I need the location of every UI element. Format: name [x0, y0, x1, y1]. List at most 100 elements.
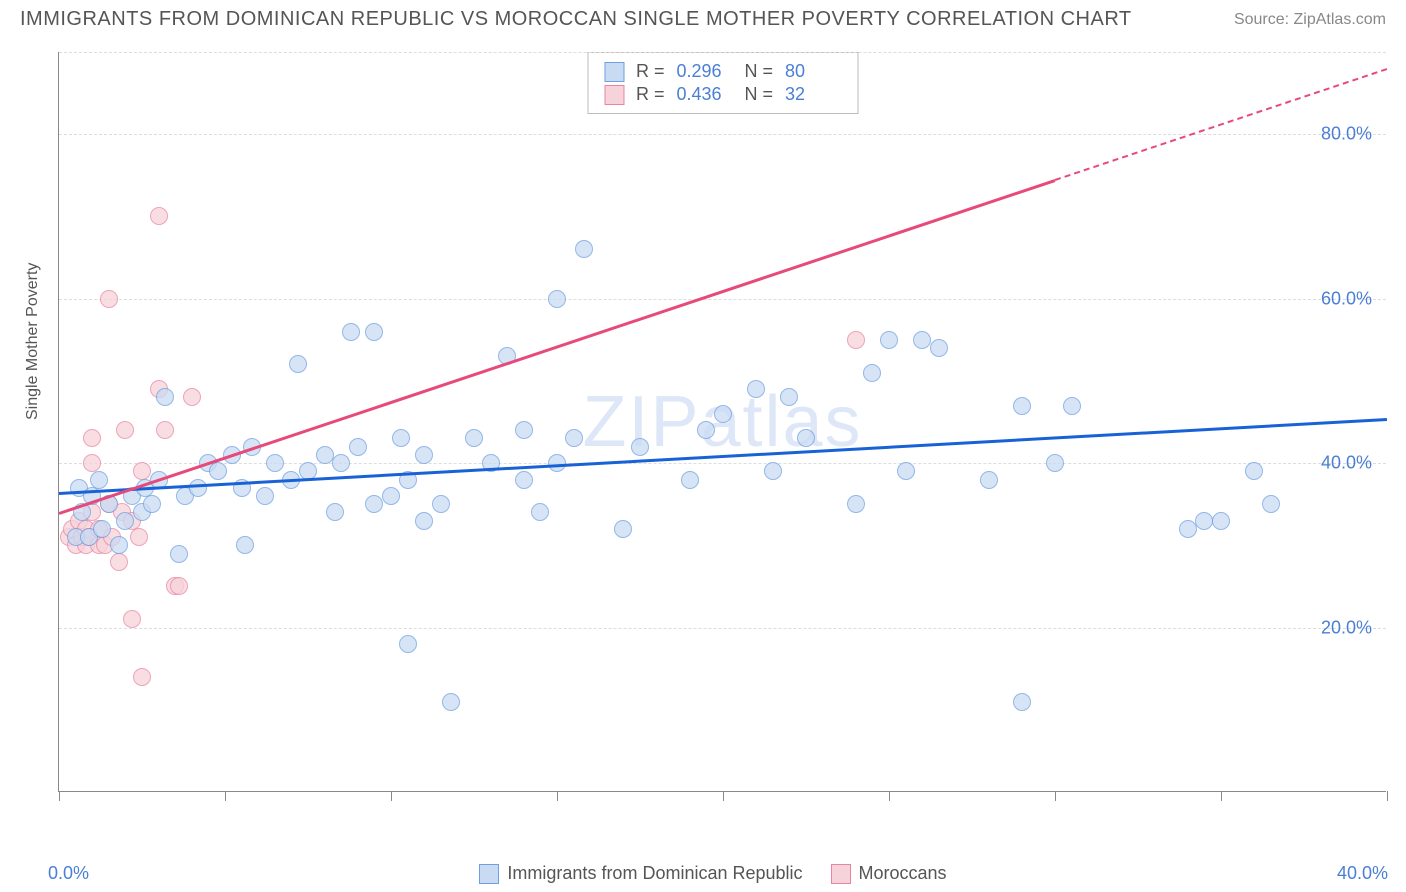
data-point-dominican — [110, 536, 128, 554]
swatch-moroccan — [604, 85, 624, 105]
data-point-dominican — [1013, 397, 1031, 415]
data-point-dominican — [515, 471, 533, 489]
data-point-dominican — [1063, 397, 1081, 415]
data-point-moroccan — [123, 610, 141, 628]
data-point-dominican — [399, 635, 417, 653]
stats-row-dominican: R = 0.296 N = 80 — [604, 61, 841, 82]
trend-line-dominican — [59, 418, 1387, 494]
r-value-dominican: 0.296 — [677, 61, 733, 82]
data-point-dominican — [565, 429, 583, 447]
data-point-moroccan — [130, 528, 148, 546]
data-point-dominican — [170, 545, 188, 563]
data-point-dominican — [256, 487, 274, 505]
x-tick — [1387, 791, 1388, 801]
data-point-dominican — [143, 495, 161, 513]
data-point-dominican — [465, 429, 483, 447]
data-point-dominican — [332, 454, 350, 472]
swatch-dominican — [604, 62, 624, 82]
data-point-dominican — [697, 421, 715, 439]
gridline-h — [59, 463, 1386, 464]
footer-legend: 0.0% Immigrants from Dominican Republic … — [0, 863, 1406, 892]
x-min-label: 0.0% — [48, 863, 89, 884]
y-tick-label: 60.0% — [1321, 288, 1372, 309]
data-point-dominican — [209, 462, 227, 480]
data-point-moroccan — [116, 421, 134, 439]
legend-item-dominican: Immigrants from Dominican Republic — [479, 863, 802, 884]
n-label: N = — [745, 61, 774, 82]
page-title: IMMIGRANTS FROM DOMINICAN REPUBLIC VS MO… — [20, 8, 1132, 31]
source-attribution: Source: ZipAtlas.com — [1234, 11, 1386, 29]
data-point-dominican — [880, 331, 898, 349]
swatch-dominican — [479, 864, 499, 884]
data-point-dominican — [156, 388, 174, 406]
data-point-dominican — [1195, 512, 1213, 530]
scatter-chart: ZIPatlas R = 0.296 N = 80 R = 0.436 N = … — [58, 52, 1386, 792]
data-point-dominican — [780, 388, 798, 406]
data-point-dominican — [90, 471, 108, 489]
data-point-dominican — [515, 421, 533, 439]
data-point-dominican — [365, 495, 383, 513]
data-point-moroccan — [133, 668, 151, 686]
data-point-dominican — [1179, 520, 1197, 538]
data-point-dominican — [189, 479, 207, 497]
data-point-moroccan — [110, 553, 128, 571]
data-point-dominican — [1046, 454, 1064, 472]
data-point-moroccan — [100, 290, 118, 308]
swatch-moroccan — [831, 864, 851, 884]
data-point-moroccan — [83, 454, 101, 472]
x-tick — [391, 791, 392, 801]
data-point-dominican — [714, 405, 732, 423]
data-point-moroccan — [83, 429, 101, 447]
gridline-h — [59, 628, 1386, 629]
data-point-dominican — [316, 446, 334, 464]
n-label: N = — [745, 84, 774, 105]
data-point-dominican — [575, 240, 593, 258]
legend-label-moroccan: Moroccans — [859, 863, 947, 884]
x-tick — [557, 791, 558, 801]
data-point-dominican — [415, 446, 433, 464]
x-tick — [59, 791, 60, 801]
data-point-dominican — [747, 380, 765, 398]
x-max-label: 40.0% — [1337, 863, 1388, 884]
y-tick-label: 40.0% — [1321, 453, 1372, 474]
data-point-dominican — [1262, 495, 1280, 513]
stats-row-moroccan: R = 0.436 N = 32 — [604, 84, 841, 105]
n-value-dominican: 80 — [785, 61, 841, 82]
data-point-dominican — [382, 487, 400, 505]
data-point-dominican — [289, 355, 307, 373]
data-point-dominican — [614, 520, 632, 538]
data-point-dominican — [93, 520, 111, 538]
legend-label-dominican: Immigrants from Dominican Republic — [507, 863, 802, 884]
data-point-moroccan — [847, 331, 865, 349]
data-point-moroccan — [183, 388, 201, 406]
legend-item-moroccan: Moroccans — [831, 863, 947, 884]
x-tick — [1055, 791, 1056, 801]
n-value-moroccan: 32 — [785, 84, 841, 105]
data-point-dominican — [548, 290, 566, 308]
data-point-dominican — [1013, 693, 1031, 711]
gridline-h — [59, 52, 1386, 53]
data-point-moroccan — [150, 207, 168, 225]
data-point-dominican — [897, 462, 915, 480]
r-label: R = — [636, 84, 665, 105]
data-point-moroccan — [170, 577, 188, 595]
data-point-dominican — [236, 536, 254, 554]
data-point-dominican — [980, 471, 998, 489]
correlation-stats-box: R = 0.296 N = 80 R = 0.436 N = 32 — [587, 52, 858, 114]
data-point-dominican — [326, 503, 344, 521]
data-point-dominican — [797, 429, 815, 447]
x-tick — [723, 791, 724, 801]
data-point-dominican — [266, 454, 284, 472]
r-value-moroccan: 0.436 — [677, 84, 733, 105]
data-point-dominican — [913, 331, 931, 349]
y-axis-label: Single Mother Poverty — [24, 263, 42, 420]
data-point-dominican — [342, 323, 360, 341]
data-point-dominican — [1245, 462, 1263, 480]
data-point-dominican — [1212, 512, 1230, 530]
data-point-dominican — [349, 438, 367, 456]
data-point-dominican — [531, 503, 549, 521]
data-point-dominican — [116, 512, 134, 530]
x-tick — [225, 791, 226, 801]
data-point-dominican — [681, 471, 699, 489]
data-point-dominican — [415, 512, 433, 530]
